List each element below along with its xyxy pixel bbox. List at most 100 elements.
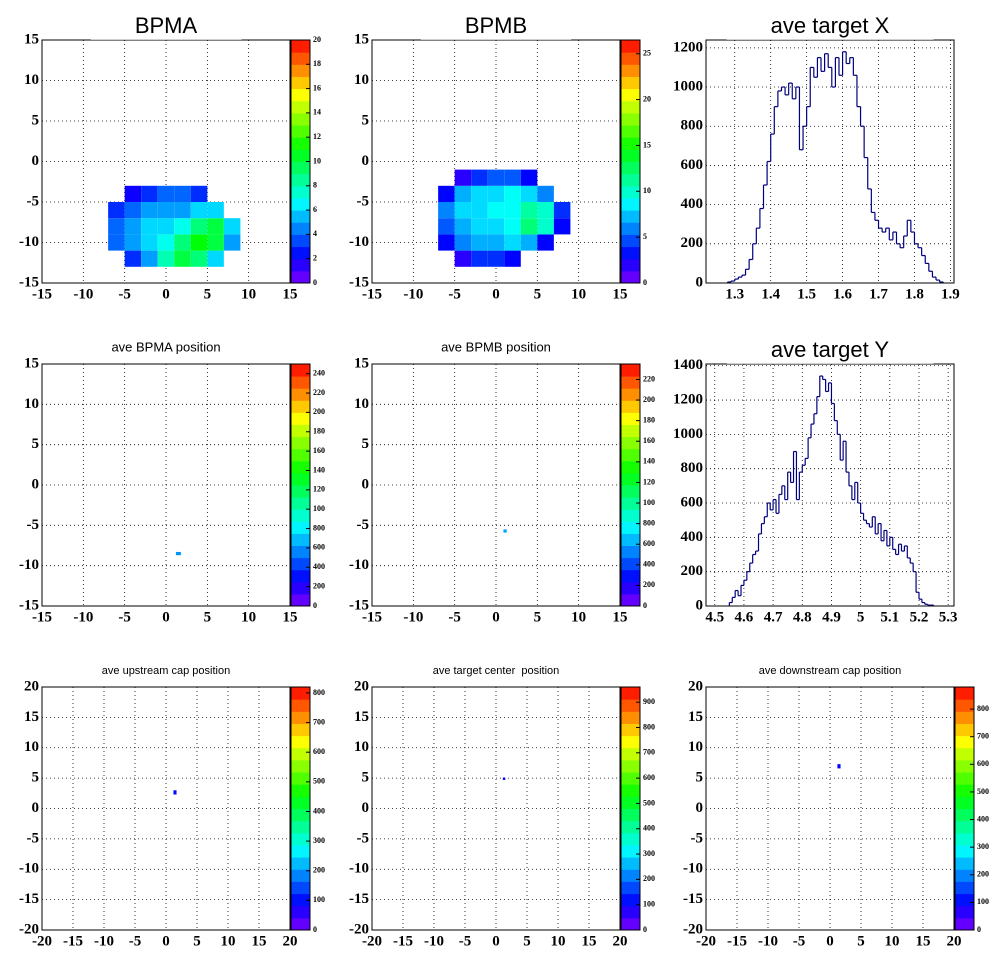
colorbar-band <box>291 364 310 377</box>
colorbar-band <box>291 533 310 546</box>
y-tick-label: 600 <box>681 494 704 510</box>
colorbar-label: 300 <box>313 836 325 845</box>
colorbar-band <box>291 137 310 150</box>
x-tick-label: 5 <box>193 933 201 949</box>
y-tick-label: -5 <box>27 517 40 533</box>
colorbar-band <box>621 485 640 498</box>
heatmap-cell <box>174 185 191 202</box>
x-tick-label: 1.7 <box>869 286 888 302</box>
colorbar-label: 500 <box>977 787 989 796</box>
x-tick-label: 5.2 <box>910 609 929 625</box>
colorbar-band <box>291 905 310 919</box>
colorbar-label: 120 <box>643 477 655 486</box>
title-box <box>388 662 604 679</box>
x-tick-label: -20 <box>32 933 52 949</box>
x-tick-label: -10 <box>424 933 444 949</box>
colorbar-label: 140 <box>643 457 655 466</box>
y-tick-label: 10 <box>354 739 369 755</box>
colorbar-band <box>621 173 640 187</box>
colorbar-band <box>621 881 640 895</box>
title-box <box>420 10 572 40</box>
heatmap-cell <box>108 202 125 219</box>
colorbar-label: 180 <box>643 415 655 424</box>
colorbar-label: 400 <box>643 560 655 569</box>
colorbar-band <box>291 869 310 882</box>
heatmap-cell <box>487 185 505 202</box>
y-tick-label: 10 <box>688 739 703 755</box>
colorbar-band <box>291 581 310 595</box>
x-tick-label: 20 <box>947 933 962 949</box>
colorbar-band <box>291 222 310 235</box>
colorbar-band <box>291 545 310 559</box>
x-tick-label: 0 <box>492 286 500 302</box>
heatmap-cell <box>454 234 472 251</box>
y-tick-label: 200 <box>681 563 704 579</box>
colorbar-label: 200 <box>977 870 989 879</box>
title-box <box>57 662 275 679</box>
colorbar-band <box>621 270 640 284</box>
colorbar-band <box>621 796 640 809</box>
heatmap-cell <box>438 202 455 219</box>
colorbar-band <box>955 784 974 797</box>
colorbar-band <box>621 137 640 150</box>
plot-frame <box>705 363 955 607</box>
chart-title: ave upstream cap position <box>102 665 230 677</box>
plot-frame <box>371 686 621 931</box>
colorbar-label: 10 <box>313 156 321 165</box>
heatmap-cell <box>471 185 488 202</box>
x-tick-label: -5 <box>448 609 461 625</box>
colorbar-label: 800 <box>977 704 989 713</box>
colorbar-band <box>291 424 310 438</box>
heatmap-cell <box>520 169 538 186</box>
y-tick-label: 5 <box>32 770 40 786</box>
heatmap-cell <box>504 218 521 235</box>
x-tick-label: 4.5 <box>705 609 724 625</box>
colorbar-band <box>955 759 974 773</box>
heatmap-cell <box>157 234 175 251</box>
colorbar-band <box>291 40 310 53</box>
heatmap-cell <box>141 202 158 219</box>
colorbar-band <box>291 784 310 797</box>
heatmap-cell <box>504 202 521 219</box>
x-tick-label: 1.4 <box>761 286 780 302</box>
x-tick-label: 15 <box>283 609 298 625</box>
colorbar-band <box>621 460 640 474</box>
colorbar-band <box>291 270 310 284</box>
title-box <box>726 334 934 364</box>
x-tick-label: 0 <box>492 609 500 625</box>
colorbar-band <box>955 723 974 737</box>
x-tick-label: -10 <box>73 609 93 625</box>
colorbar-label: 6 <box>313 205 317 214</box>
heatmap-cell <box>174 250 191 267</box>
colorbar-band <box>291 448 310 462</box>
colorbar-band <box>621 581 640 595</box>
heatmap-cell <box>537 218 554 235</box>
plot-frame <box>41 686 291 931</box>
colorbar-band <box>291 796 310 809</box>
heatmap-cell <box>471 169 488 186</box>
colorbar-label: 25 <box>643 49 651 58</box>
colorbar-label: 800 <box>643 722 655 731</box>
heatmap-cell <box>438 218 455 235</box>
heatmap-cell <box>520 185 538 202</box>
colorbar-frame <box>290 363 311 607</box>
y-tick-label: -15 <box>349 274 369 290</box>
colorbar-band <box>291 917 310 931</box>
colorbar-band <box>621 246 640 260</box>
x-tick-label: 10 <box>221 933 236 949</box>
colorbar-band <box>621 857 640 870</box>
y-tick-label: 10 <box>354 396 369 412</box>
colorbar-band <box>621 64 640 77</box>
chart-title: ave BPMB position <box>441 339 551 354</box>
colorbar-label: 160 <box>313 446 325 455</box>
colorbar-label: 100 <box>977 897 989 906</box>
x-tick-label: 0 <box>826 933 834 949</box>
x-tick-label: -15 <box>362 286 382 302</box>
colorbar-label: 700 <box>643 748 655 757</box>
colorbar-band <box>955 747 974 761</box>
colorbar-band <box>291 76 310 90</box>
colorbar-band <box>621 533 640 546</box>
colorbar-band <box>621 844 640 858</box>
x-tick-label: 10 <box>241 286 256 302</box>
colorbar-label: 0 <box>977 925 981 934</box>
